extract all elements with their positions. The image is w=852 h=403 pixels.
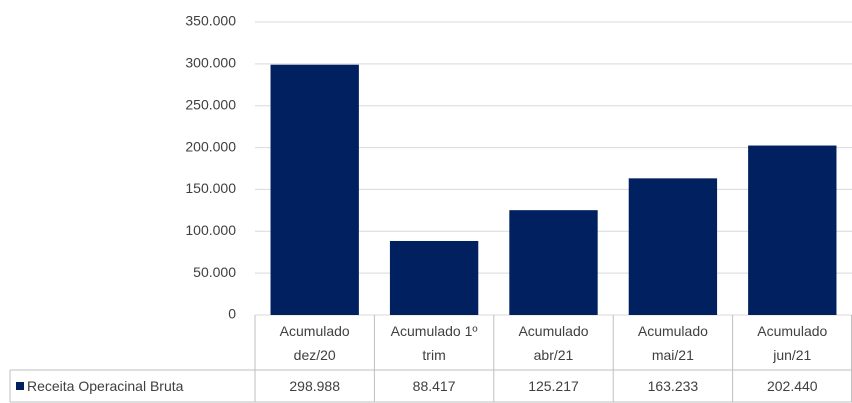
bar (748, 145, 837, 315)
bar (509, 210, 598, 315)
x-tick-label: Acumulado dez/20 (279, 322, 350, 363)
y-tick-label: 300.000 (185, 55, 236, 71)
x-tick-label: Acumulado 1º trim (390, 322, 478, 363)
y-tick-label: 50.000 (193, 264, 236, 280)
legend-swatch (16, 382, 24, 390)
data-table-value: 298.988 (289, 378, 340, 394)
y-tick-label: 350.000 (185, 13, 236, 29)
data-table-value: 163.233 (647, 378, 699, 394)
x-tick-label: Acumulado jun/21 (757, 322, 828, 363)
x-tick-label: Acumulado mai/21 (637, 322, 708, 363)
y-tick-label: 150.000 (185, 180, 236, 196)
bar (628, 178, 718, 315)
data-table-value: 88.417 (412, 378, 456, 394)
y-tick-label: 0 (228, 306, 236, 322)
bar (389, 240, 479, 315)
y-tick-label: 200.000 (185, 138, 236, 154)
y-tick-label: 100.000 (185, 222, 236, 238)
x-tick-label: Acumulado abr/21 (518, 322, 589, 363)
data-table-value: 125.217 (528, 378, 579, 394)
y-tick-label: 250.000 (185, 96, 236, 112)
data-table-value: 202.440 (766, 378, 818, 394)
bar (270, 64, 359, 315)
legend-label: Receita Operacinal Bruta (27, 378, 184, 394)
